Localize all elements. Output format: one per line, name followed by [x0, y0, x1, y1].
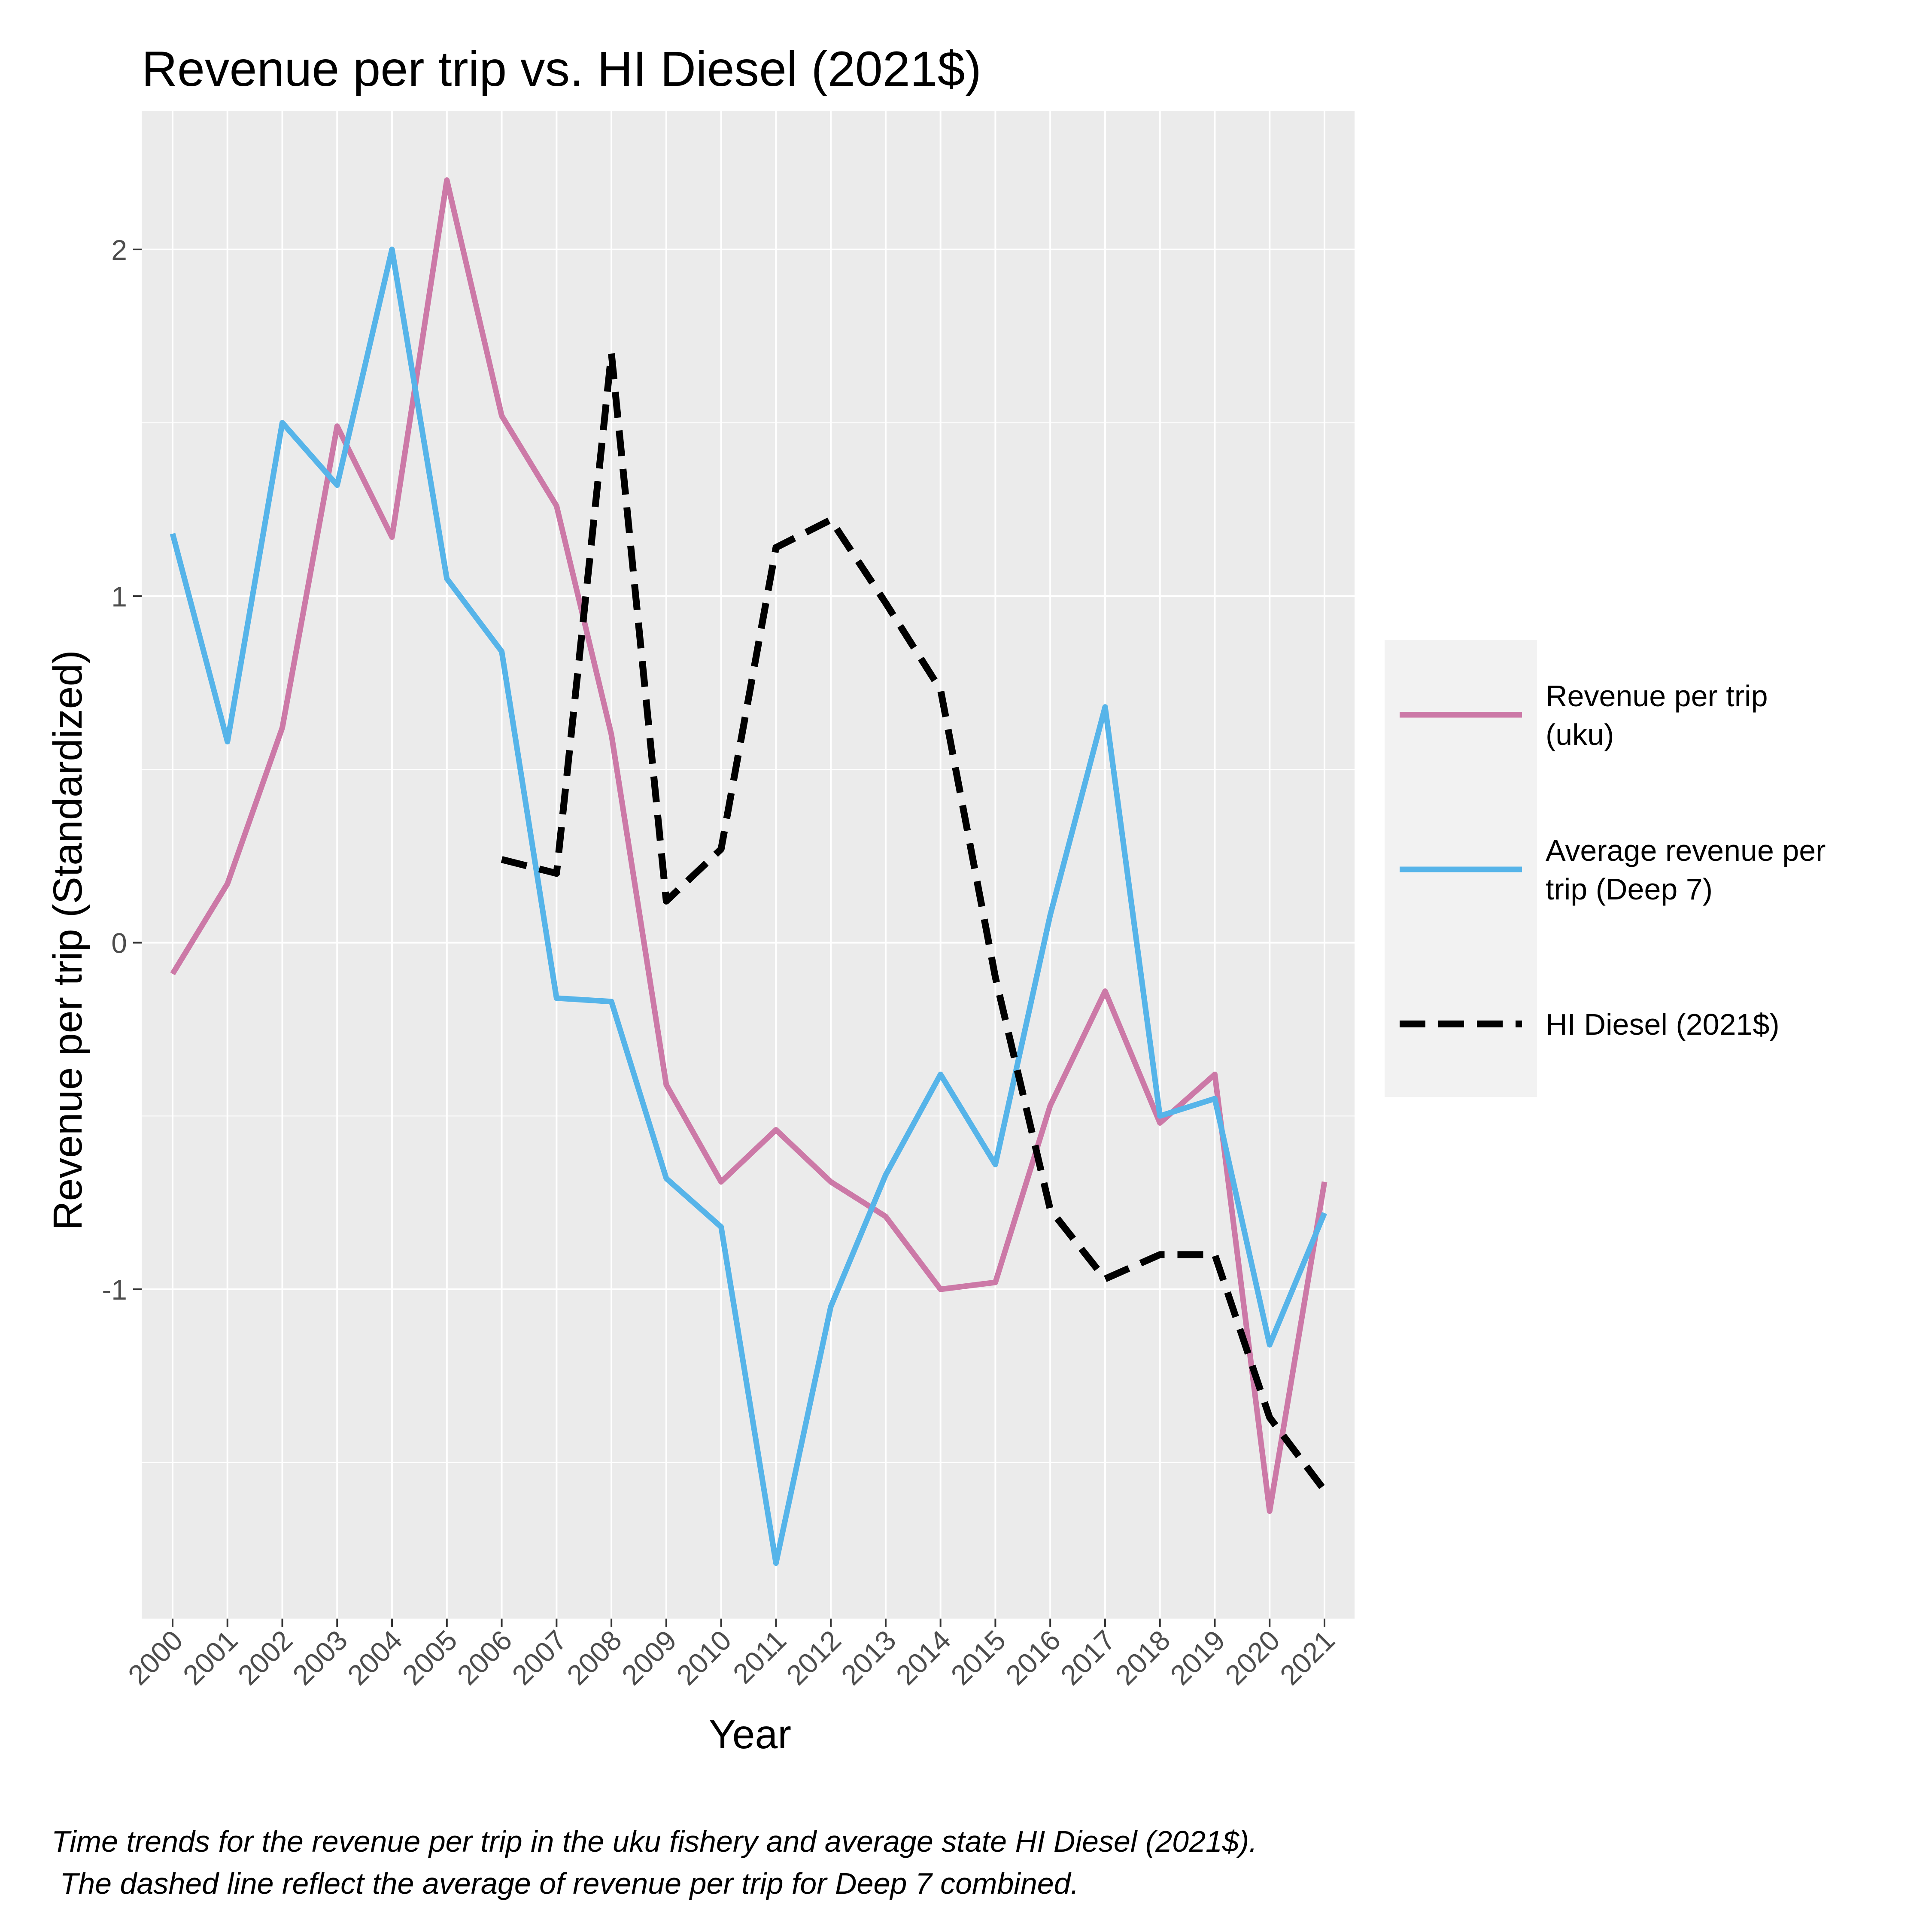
x-axis: 2000200120022003200420052006200720082009…: [122, 1619, 1341, 1691]
series-line-3: [501, 350, 1327, 1493]
legend-label-2: Average revenue per trip (Deep 7): [1546, 834, 1826, 906]
x-tick-label: 2002: [231, 1624, 298, 1691]
plot-panel: [142, 111, 1355, 1619]
y-tick-label: 1: [111, 580, 127, 612]
x-tick-label: 2010: [670, 1624, 737, 1691]
x-tick-label: 2015: [945, 1624, 1012, 1691]
x-tick-label: 2003: [286, 1624, 353, 1691]
series-lines: [170, 177, 1327, 1566]
series-line-1: [170, 177, 1327, 1514]
y-tick-label: -1: [102, 1274, 127, 1306]
legend-label-1: Revenue per trip (uku): [1546, 679, 1768, 751]
x-tick-label: 2013: [835, 1624, 902, 1691]
x-tick-label: 2021: [1274, 1624, 1341, 1691]
series-line-2: [170, 246, 1327, 1566]
y-tick-label: 0: [111, 927, 127, 959]
x-tick-label: 2007: [506, 1624, 573, 1691]
x-tick-label: 2001: [177, 1624, 244, 1691]
legend-label-3: HI Diesel (2021$): [1546, 1008, 1780, 1041]
x-tick-label: 2005: [396, 1624, 463, 1691]
x-tick-label: 2018: [1109, 1624, 1176, 1691]
x-tick-label: 2004: [341, 1624, 408, 1691]
x-tick-label: 2008: [561, 1624, 628, 1691]
legend: Revenue per trip (uku) Average revenue per…: [1385, 640, 1826, 1097]
x-tick-label: 2016: [999, 1624, 1066, 1691]
x-tick-label: 2020: [1219, 1624, 1286, 1691]
chart-title: Revenue per trip vs. HI Diesel (2021$): [142, 42, 981, 97]
x-tick-label: 2009: [616, 1624, 683, 1691]
grid-lines: [142, 111, 1355, 1619]
x-tick-label: 2017: [1054, 1624, 1121, 1691]
x-tick-label: 2006: [451, 1624, 518, 1691]
caption-line-2: The dashed line reflect the average of r…: [52, 1867, 1079, 1900]
x-tick-label: 2014: [890, 1624, 957, 1691]
x-tick-label: 2012: [780, 1624, 847, 1691]
y-axis-label: Revenue per trip (Standardized): [45, 650, 91, 1230]
y-tick-label: 2: [111, 234, 127, 266]
caption-line-1: Time trends for the revenue per trip in …: [52, 1825, 1258, 1858]
caption: Time trends for the revenue per trip in …: [52, 1820, 1898, 1905]
x-axis-label: Year: [709, 1712, 791, 1757]
y-axis: -1 0 1 2: [102, 234, 142, 1306]
x-tick-label: 2000: [122, 1624, 189, 1691]
x-tick-label: 2011: [727, 1624, 793, 1690]
x-tick-label: 2019: [1164, 1624, 1231, 1691]
